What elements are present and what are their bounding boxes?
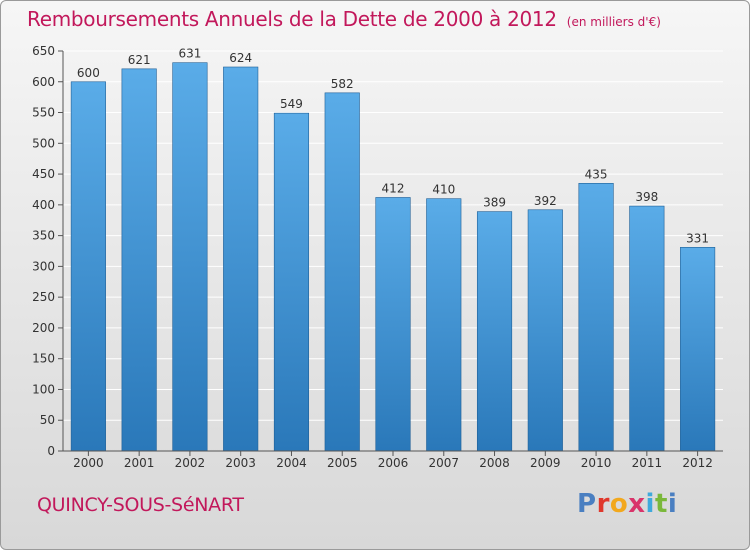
data-label: 631 [178,47,201,61]
data-label: 410 [432,183,455,197]
y-tick-label: 150 [32,352,55,366]
bar [578,183,614,452]
y-tick-label: 550 [32,106,55,120]
bar [324,92,360,452]
x-tick-label: 2004 [276,456,307,470]
chart-title: Remboursements Annuels de la Dette de 20… [27,7,661,31]
bar [476,211,513,452]
bar [426,198,462,452]
logo-letter: x [628,489,646,519]
x-tick-label: 2012 [682,456,713,470]
y-tick-label: 200 [32,321,55,335]
x-tick-label: 2011 [632,456,663,470]
data-label: 435 [585,167,608,181]
bar [172,62,208,452]
y-tick-label: 50 [40,413,55,427]
city-name: QUINCY-SOUS-SéNART [37,494,244,516]
y-tick-label: 100 [32,382,55,396]
data-label: 331 [686,231,709,245]
x-tick-label: 2001 [124,456,155,470]
y-tick-label: 600 [32,75,55,89]
logo-letter: i [667,489,678,519]
data-label: 624 [229,51,252,65]
logo-letter: t [654,489,668,519]
data-label: 621 [128,53,151,67]
data-label: 582 [331,77,354,91]
x-tick-label: 2006 [378,456,409,470]
data-label: 398 [635,190,658,204]
y-tick-label: 500 [32,136,55,150]
x-tick-label: 2008 [479,456,510,470]
bar [70,81,106,452]
data-label: 392 [534,194,557,208]
y-tick-label: 650 [32,44,55,58]
bar [223,66,259,452]
chart-title-text: Remboursements Annuels de la Dette de 20… [27,7,557,31]
proxiti-logo: Proxiti [577,489,677,519]
data-label: 389 [483,196,506,210]
bar [527,209,563,452]
x-tick-label: 2009 [530,456,561,470]
x-tick-label: 2003 [225,456,256,470]
axes: 0 50 100 150 200 250 300 350 400 450 500 550 600 650 2… [32,44,723,470]
logo-letter: i [645,489,655,519]
x-tick-label: 2010 [581,456,612,470]
bar [375,197,411,452]
x-tick-label: 2002 [175,456,206,470]
bar [273,112,310,452]
data-labels: 600 621 631 624 549 582 412 410 389 392 435 398 331 [77,47,709,246]
bar [680,247,716,452]
y-tick-label: 0 [47,444,55,458]
x-tick-label: 2005 [327,456,358,470]
y-tick-label: 450 [32,167,55,181]
data-label: 412 [382,181,405,195]
chart-title-unit: (en milliers d'€) [566,15,661,29]
logo-letter: P [577,489,597,519]
y-tick-label: 300 [32,259,55,273]
bar [629,205,665,452]
y-tick-label: 400 [32,198,55,212]
data-label: 549 [280,97,303,111]
data-label: 600 [77,66,100,80]
y-tick-label: 350 [32,229,55,243]
y-tick-label: 250 [32,290,55,304]
x-tick-label: 2007 [428,456,459,470]
logo-letter: r [596,489,610,519]
bar [121,68,157,452]
logo-letter: o [609,489,629,519]
x-tick-label: 2000 [73,456,104,470]
bars [70,62,716,452]
